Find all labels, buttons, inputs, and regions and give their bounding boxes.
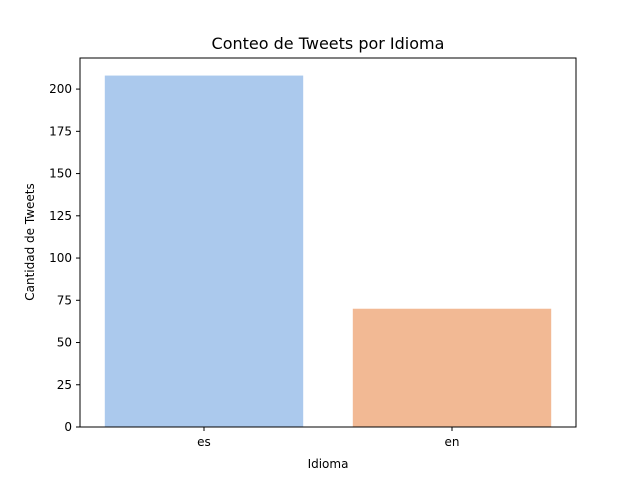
y-tick-label-150: 150 (49, 167, 72, 181)
y-tick-label-200: 200 (49, 82, 72, 96)
y-axis: 0 25 50 75 100 125 150 175 200 (49, 82, 80, 434)
plot-frame (79, 57, 577, 428)
bars-group (104, 75, 552, 428)
chart-title: Conteo de Tweets por Idioma (212, 34, 445, 53)
x-axis-label: Idioma (308, 457, 349, 471)
x-tick-label-es: es (197, 435, 211, 449)
x-axis: es en (197, 427, 460, 449)
y-tick-label-50: 50 (57, 336, 72, 350)
y-tick-label-25: 25 (57, 378, 72, 392)
y-tick-label-75: 75 (57, 293, 72, 307)
bar-en (352, 308, 552, 427)
y-tick-label-125: 125 (49, 209, 72, 223)
y-axis-label: Cantidad de Tweets (23, 183, 37, 300)
y-tick-label-175: 175 (49, 124, 72, 138)
y-tick-label-100: 100 (49, 251, 72, 265)
x-tick-label-en: en (445, 435, 460, 449)
y-tick-label-0: 0 (64, 420, 72, 434)
bar-es (104, 75, 304, 428)
